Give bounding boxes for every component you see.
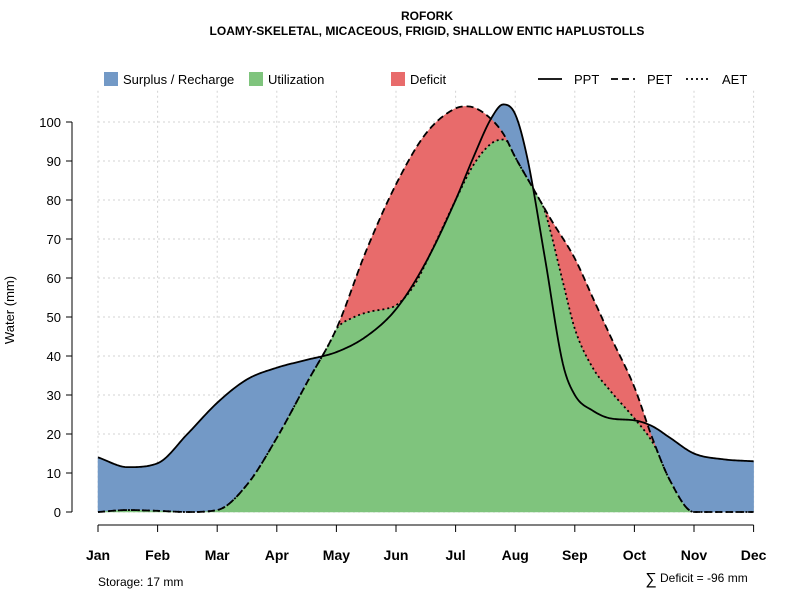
x-tick-label-dec: Dec (741, 547, 767, 563)
chart-title: ROFORK (401, 9, 453, 23)
legend-label-surplus-recharge: Surplus / Recharge (123, 72, 234, 87)
legend-label-pet: PET (647, 72, 672, 87)
y-tick-label: 60 (47, 271, 61, 286)
aet-line (97, 138, 754, 513)
x-tick-label-sep: Sep (562, 547, 588, 563)
legend-label-ppt: PPT (574, 72, 599, 87)
y-tick-label: 50 (47, 310, 61, 325)
y-tick-label: 20 (47, 427, 61, 442)
y-tick-label: 10 (47, 466, 61, 481)
legend-swatch-surplus-recharge (104, 72, 118, 86)
x-tick-label-nov: Nov (681, 547, 708, 563)
y-tick-label: 30 (47, 388, 61, 403)
x-tick-label-jun: Jun (384, 547, 409, 563)
deficit-annotation: Deficit = -96 mm (660, 571, 748, 585)
legend-label-aet: AET (722, 72, 747, 87)
y-tick-label: 80 (47, 193, 61, 208)
y-axis-label: Water (mm) (2, 276, 17, 344)
legend-swatch-deficit (391, 72, 405, 86)
y-tick-label: 90 (47, 154, 61, 169)
sum-symbol: ∑ (645, 571, 656, 588)
x-tick-label-mar: Mar (205, 547, 230, 563)
legend-label-deficit: Deficit (410, 72, 447, 87)
y-tick-label: 0 (54, 505, 61, 520)
legend-label-utilization: Utilization (268, 72, 324, 87)
y-tick-label: 70 (47, 232, 61, 247)
x-tick-label-oct: Oct (623, 547, 647, 563)
y-tick-label: 100 (39, 115, 61, 130)
y-tick-label: 40 (47, 349, 61, 364)
x-tick-label-jan: Jan (86, 547, 110, 563)
storage-annotation: Storage: 17 mm (98, 575, 183, 589)
x-tick-label-may: May (323, 547, 350, 563)
chart-subtitle: LOAMY-SKELETAL, MICACEOUS, FRIGID, SHALL… (210, 24, 645, 38)
legend: Surplus / Recharge Utilization Deficit PPT P… (104, 72, 747, 87)
x-tick-label-aug: Aug (502, 547, 529, 563)
legend-swatch-utilization (249, 72, 263, 86)
x-tick-label-feb: Feb (145, 547, 170, 563)
x-tick-label-jul: Jul (445, 547, 465, 563)
ppt-line (97, 103, 754, 469)
pet-line (97, 105, 754, 513)
x-tick-label-apr: Apr (265, 547, 290, 563)
